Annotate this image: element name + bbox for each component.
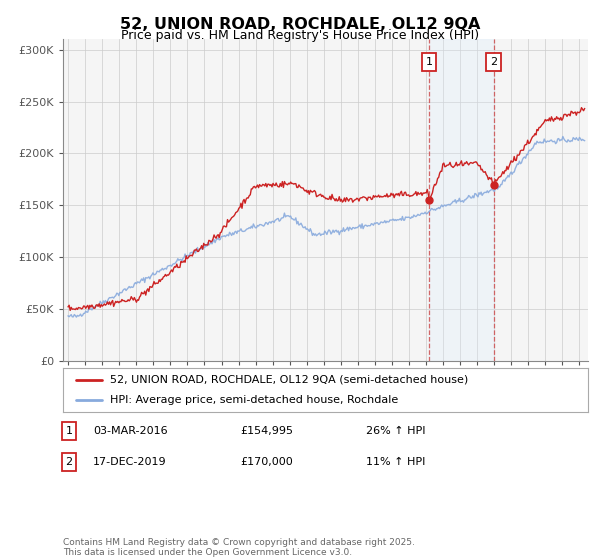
Text: 26% ↑ HPI: 26% ↑ HPI — [366, 426, 425, 436]
Text: 2: 2 — [65, 457, 73, 467]
Bar — [429, 39, 494, 361]
Text: 1: 1 — [65, 426, 73, 436]
Text: 03-MAR-2016: 03-MAR-2016 — [93, 426, 167, 436]
Text: 11% ↑ HPI: 11% ↑ HPI — [366, 457, 425, 467]
Text: 2: 2 — [490, 57, 497, 67]
Text: Price paid vs. HM Land Registry's House Price Index (HPI): Price paid vs. HM Land Registry's House … — [121, 29, 479, 42]
Text: £170,000: £170,000 — [240, 457, 293, 467]
Text: £154,995: £154,995 — [240, 426, 293, 436]
Text: Contains HM Land Registry data © Crown copyright and database right 2025.
This d: Contains HM Land Registry data © Crown c… — [63, 538, 415, 557]
Text: HPI: Average price, semi-detached house, Rochdale: HPI: Average price, semi-detached house,… — [110, 395, 398, 405]
Text: 52, UNION ROAD, ROCHDALE, OL12 9QA: 52, UNION ROAD, ROCHDALE, OL12 9QA — [120, 17, 480, 32]
Text: 1: 1 — [425, 57, 433, 67]
Text: 17-DEC-2019: 17-DEC-2019 — [93, 457, 167, 467]
Text: 52, UNION ROAD, ROCHDALE, OL12 9QA (semi-detached house): 52, UNION ROAD, ROCHDALE, OL12 9QA (semi… — [110, 375, 469, 385]
